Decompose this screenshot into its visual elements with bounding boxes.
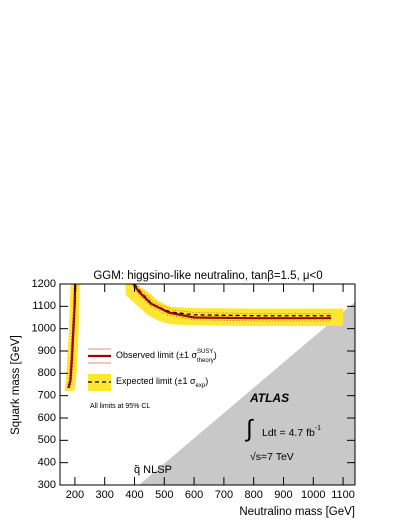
lumi-text: Ldt = 4.7 fb [262,427,315,439]
x-tick-label: 1000 [301,489,325,501]
legend-label: Observed limit (±1 σSUSY theory) [116,349,217,364]
x-axis-label: Neutralino mass [GeV] [239,506,355,518]
chart-title: GGM: higgsino-like neutralino, tanβ=1.5,… [93,270,322,282]
x-tick-label: 200 [66,489,84,501]
y-tick-label: 400 [38,457,56,469]
x-tick-label: 500 [155,489,173,501]
y-tick-label: 1100 [32,300,56,312]
y-axis-label: Squark mass [GeV] [10,335,22,435]
legend-sup: SUSY [197,349,213,355]
limit-line-theory-up [69,284,332,388]
limit-line-theory-down [67,284,332,388]
atlas-label: ATLAS [249,391,289,405]
x-tick-label: 1100 [331,489,355,501]
limit-line-observed [67,284,332,389]
y-tick-label: 1200 [32,278,56,290]
x-tick-label: 300 [96,489,114,501]
plot-area [64,284,355,485]
x-tick-label: 400 [125,489,143,501]
legend-label: Expected limit (±1 σexp) [116,376,208,388]
y-tick-label: 600 [38,412,56,424]
x-tick-label: 700 [215,489,233,501]
y-tick-label: 800 [38,367,56,379]
legend-band [88,374,111,391]
y-tick-label: 1000 [32,323,56,335]
note: All limits at 95% CL [90,403,150,410]
x-tick-label: 900 [274,489,292,501]
region-label: q̃ NLSP [134,464,172,476]
legend-end: ) [205,376,208,386]
x-tick-label: 600 [185,489,203,501]
y-tick-label: 300 [38,479,56,491]
plot-frame [59,283,356,486]
excluded-region [138,301,355,485]
x-tick-label: 800 [245,489,263,501]
lumi-sup: -1 [315,425,321,432]
y-tick-label: 700 [38,390,56,402]
legend-text: Observed limit (±1 σ [116,350,197,360]
expected-band [125,284,344,326]
y-tick-label: 500 [38,434,56,446]
legend-sub: exp [196,383,206,389]
legend-text: Expected limit (±1 σ [116,376,196,386]
integral-sign: ∫ [244,415,254,442]
luminosity: Ldt = 4.7 fb-1 [262,425,321,439]
energy: √s=7 TeV [250,451,294,463]
legend-end: ) [214,350,217,360]
y-tick-label: 900 [38,345,56,357]
legend-sub: theory [197,358,214,364]
